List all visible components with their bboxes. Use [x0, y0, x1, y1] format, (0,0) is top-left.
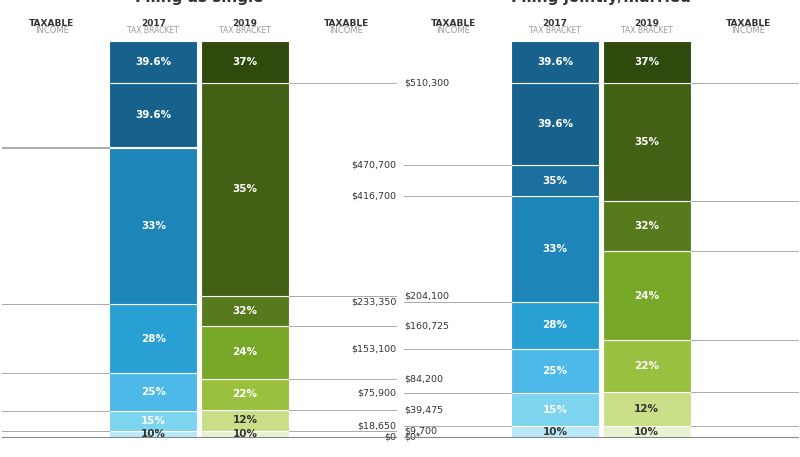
Text: 2019: 2019	[233, 19, 258, 28]
Text: 33%: 33%	[141, 221, 166, 231]
Bar	[110, 431, 198, 437]
Text: 2019: 2019	[634, 19, 659, 28]
Bar	[602, 251, 690, 340]
Text: $510,300: $510,300	[404, 79, 449, 88]
Text: 28%: 28%	[542, 320, 567, 330]
Text: TAXABLE: TAXABLE	[30, 19, 74, 28]
Text: 10%: 10%	[634, 427, 659, 436]
Text: INCOME: INCOME	[437, 26, 470, 35]
Text: 2017: 2017	[542, 19, 567, 28]
Text: 10%: 10%	[141, 429, 166, 439]
Text: 25%: 25%	[141, 387, 166, 397]
Bar	[511, 302, 599, 349]
Text: $470,700: $470,700	[351, 160, 396, 170]
Text: 22%: 22%	[233, 389, 258, 399]
Bar	[602, 83, 690, 201]
Text: $9,700: $9,700	[404, 426, 437, 435]
Text: 22%: 22%	[634, 361, 659, 371]
Bar	[511, 165, 599, 196]
Text: $160,725: $160,725	[404, 321, 449, 330]
Bar	[201, 326, 289, 379]
Text: TAX BRACKET: TAX BRACKET	[529, 26, 581, 35]
Text: 15%: 15%	[141, 416, 166, 426]
Text: 10%: 10%	[542, 427, 567, 437]
Bar	[201, 410, 289, 430]
Text: 15%: 15%	[542, 405, 567, 415]
Text: 10%: 10%	[233, 429, 258, 439]
Bar	[511, 83, 599, 165]
Text: 12%: 12%	[634, 404, 659, 414]
Text: INCOME: INCOME	[731, 26, 765, 35]
Text: 12%: 12%	[233, 415, 258, 425]
Bar	[110, 147, 198, 148]
Text: 2017: 2017	[141, 19, 166, 28]
Text: $84,200: $84,200	[404, 374, 443, 383]
Bar	[602, 392, 690, 426]
Text: $416,700: $416,700	[351, 192, 396, 201]
Text: $0: $0	[384, 433, 396, 442]
Bar	[110, 83, 198, 147]
Bar	[201, 296, 289, 326]
Text: $204,100: $204,100	[404, 291, 449, 300]
Text: 32%: 32%	[233, 306, 258, 316]
Text: 25%: 25%	[542, 366, 567, 376]
Text: TAXABLE: TAXABLE	[324, 19, 369, 28]
Bar	[201, 41, 289, 83]
Text: TAX BRACKET: TAX BRACKET	[127, 26, 179, 35]
Bar	[602, 426, 690, 437]
Text: TAXABLE: TAXABLE	[431, 19, 476, 28]
Text: 39.6%: 39.6%	[537, 119, 573, 129]
Bar	[511, 426, 599, 437]
Text: TAX BRACKET: TAX BRACKET	[621, 26, 673, 35]
Text: Filing jointly/married: Filing jointly/married	[511, 0, 690, 5]
Bar	[201, 83, 289, 296]
Text: 39.6%: 39.6%	[135, 110, 171, 120]
Text: $153,100: $153,100	[351, 344, 396, 353]
Text: INCOME: INCOME	[330, 26, 363, 35]
Text: TAX BRACKET: TAX BRACKET	[219, 26, 271, 35]
Bar	[602, 340, 690, 392]
Text: 24%: 24%	[233, 347, 258, 357]
Bar	[602, 201, 690, 251]
Text: $0*: $0*	[404, 433, 421, 442]
Bar	[110, 148, 198, 304]
Text: 33%: 33%	[542, 244, 567, 254]
Bar	[110, 41, 198, 83]
Bar	[511, 349, 599, 393]
Text: 28%: 28%	[141, 334, 166, 344]
Text: 37%: 37%	[233, 57, 258, 67]
Text: $75,900: $75,900	[357, 389, 396, 398]
Bar	[511, 41, 599, 83]
Text: 35%: 35%	[233, 184, 258, 194]
Bar	[511, 196, 599, 302]
Bar	[511, 393, 599, 426]
Text: Filing as single: Filing as single	[135, 0, 263, 5]
Bar	[110, 411, 198, 431]
Text: $18,650: $18,650	[357, 422, 396, 431]
Text: $233,350: $233,350	[351, 298, 396, 307]
Bar	[110, 373, 198, 411]
Text: TAXABLE: TAXABLE	[726, 19, 770, 28]
Text: $39,475: $39,475	[404, 405, 443, 414]
Bar	[602, 41, 690, 83]
Text: INCOME: INCOME	[35, 26, 69, 35]
Bar	[201, 430, 289, 437]
Bar	[110, 304, 198, 373]
Text: 32%: 32%	[634, 221, 659, 231]
Text: 35%: 35%	[542, 175, 567, 186]
Text: 39.6%: 39.6%	[537, 57, 573, 67]
Bar	[201, 379, 289, 410]
Text: 35%: 35%	[634, 137, 659, 147]
Text: 37%: 37%	[634, 57, 659, 67]
Text: 24%: 24%	[634, 291, 659, 301]
Text: 39.6%: 39.6%	[135, 57, 171, 67]
